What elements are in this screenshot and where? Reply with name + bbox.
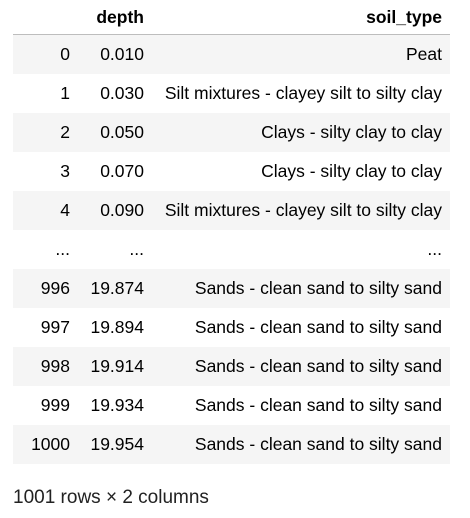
table-row: 997 19.894 Sands - clean sand to silty s… bbox=[13, 308, 450, 347]
row-index: 4 bbox=[60, 200, 70, 220]
column-header-depth: depth bbox=[70, 0, 144, 35]
depth-cell: 0.010 bbox=[100, 44, 144, 64]
table-row: 996 19.874 Sands - clean sand to silty s… bbox=[13, 269, 450, 308]
depth-cell: 0.050 bbox=[100, 122, 144, 142]
row-index: 1000 bbox=[31, 434, 70, 454]
column-header-soil-type: soil_type bbox=[144, 0, 450, 35]
row-index: 997 bbox=[40, 317, 70, 337]
row-index: 998 bbox=[40, 356, 70, 376]
soil-type-cell: Silt mixtures - clayey silt to silty cla… bbox=[164, 200, 442, 220]
depth-cell: 0.070 bbox=[100, 161, 144, 181]
row-index: 2 bbox=[60, 122, 70, 142]
soil-type-cell: Silt mixtures - clayey silt to silty cla… bbox=[164, 83, 442, 103]
header-row: depth soil_type bbox=[13, 0, 450, 35]
depth-cell: 19.934 bbox=[90, 395, 144, 415]
depth-cell: 19.874 bbox=[90, 278, 144, 298]
table-row: 4 0.090 Silt mixtures - clayey silt to s… bbox=[13, 191, 450, 230]
dataframe-table: depth soil_type 0 0.010 Peat 1 0.030 Sil… bbox=[13, 0, 450, 464]
table-row: 999 19.934 Sands - clean sand to silty s… bbox=[13, 386, 450, 425]
soil-type-cell: Sands - clean sand to silty sand bbox=[194, 278, 442, 298]
table-shape-summary: 1001 rows × 2 columns bbox=[13, 487, 209, 508]
row-index: 1 bbox=[60, 83, 70, 103]
table-row: 998 19.914 Sands - clean sand to silty s… bbox=[13, 347, 450, 386]
soil-type-cell: Clays - silty clay to clay bbox=[261, 122, 442, 142]
soil-type-cell: Sands - clean sand to silty sand bbox=[194, 434, 442, 454]
table-header: depth soil_type bbox=[13, 0, 450, 35]
depth-cell: 19.954 bbox=[90, 434, 144, 454]
depth-cell: 19.894 bbox=[90, 317, 144, 337]
row-index: 999 bbox=[40, 395, 70, 415]
table-row: 0 0.010 Peat bbox=[13, 34, 450, 74]
table-row: 3 0.070 Clays - silty clay to clay bbox=[13, 152, 450, 191]
ellipsis-row: ... ... ... bbox=[13, 230, 450, 269]
soil-type-cell: Clays - silty clay to clay bbox=[261, 161, 442, 181]
soil-type-cell: Sands - clean sand to silty sand bbox=[194, 356, 442, 376]
depth-cell: 0.090 bbox=[100, 200, 144, 220]
soil-type-cell: Sands - clean sand to silty sand bbox=[194, 317, 442, 337]
row-index: 3 bbox=[60, 161, 70, 181]
row-index: 0 bbox=[60, 44, 70, 64]
soil-type-cell: ... bbox=[427, 239, 442, 259]
depth-cell: 19.914 bbox=[90, 356, 144, 376]
index-header bbox=[13, 0, 70, 35]
table-row: 1 0.030 Silt mixtures - clayey silt to s… bbox=[13, 74, 450, 113]
table-row: 2 0.050 Clays - silty clay to clay bbox=[13, 113, 450, 152]
depth-cell: ... bbox=[129, 239, 144, 259]
row-index: 996 bbox=[40, 278, 70, 298]
table-row: 1000 19.954 Sands - clean sand to silty … bbox=[13, 425, 450, 464]
table-body: 0 0.010 Peat 1 0.030 Silt mixtures - cla… bbox=[13, 34, 450, 464]
soil-type-cell: Peat bbox=[406, 44, 442, 64]
row-index: ... bbox=[55, 239, 70, 259]
depth-cell: 0.030 bbox=[100, 83, 144, 103]
soil-type-cell: Sands - clean sand to silty sand bbox=[194, 395, 442, 415]
